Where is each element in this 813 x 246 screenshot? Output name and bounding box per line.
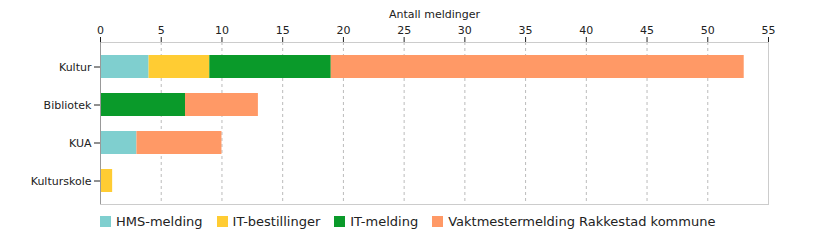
- html-text:IT-melding: IT-melding: [350, 214, 419, 229]
- svg-text:25: 25: [397, 24, 411, 37]
- svg-text:Kulturskole: Kulturskole: [31, 175, 92, 188]
- svg-text:20: 20: [336, 24, 350, 37]
- html-text:HMS-melding: HMS-melding: [116, 214, 203, 229]
- svg-text:45: 45: [640, 24, 654, 37]
- svg-text:55: 55: [762, 24, 776, 37]
- svg-text:15: 15: [276, 24, 290, 37]
- svg-text:Kultur: Kultur: [59, 61, 92, 74]
- svg-text:10: 10: [215, 24, 229, 37]
- svg-text:30: 30: [458, 24, 472, 37]
- svg-text:0: 0: [97, 24, 104, 37]
- svg-text:Antall meldinger: Antall meldinger: [389, 8, 480, 21]
- svg-text:Bibliotek: Bibliotek: [44, 99, 93, 112]
- svg-text:40: 40: [579, 24, 593, 37]
- svg-text:5: 5: [158, 24, 165, 37]
- svg-text:35: 35: [519, 24, 533, 37]
- html-text:IT-bestillinger: IT-bestillinger: [232, 214, 321, 229]
- html-text:Vaktmestermelding Rakkestad ko: Vaktmestermelding Rakkestad kommune: [448, 214, 716, 229]
- svg-text:KUA: KUA: [69, 137, 92, 150]
- svg-text:50: 50: [701, 24, 715, 37]
